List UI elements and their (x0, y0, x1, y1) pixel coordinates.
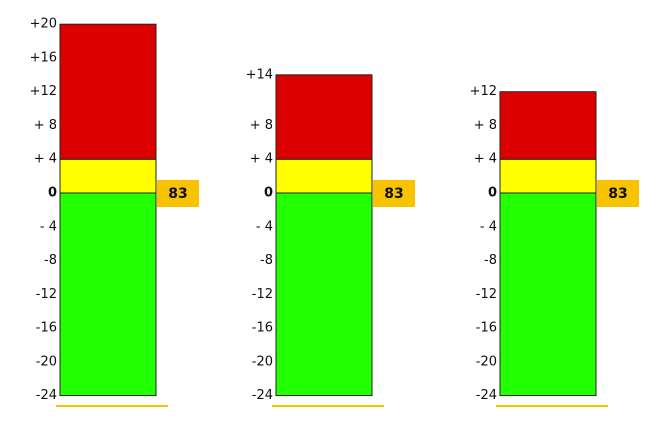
tick-label: 0 (488, 186, 497, 201)
tick-label: -16 (252, 321, 273, 336)
tick-label: +12 (30, 84, 57, 99)
tick-label: -16 (476, 321, 497, 336)
tick-label: -20 (36, 354, 57, 369)
meter-zone (499, 192, 597, 397)
tick-label: -12 (476, 287, 497, 302)
tick-label: + 8 (34, 118, 57, 133)
meter-zone (59, 192, 157, 397)
readout: 83 (384, 186, 403, 202)
tick-label: + 4 (474, 152, 497, 167)
tick-label: -8 (484, 253, 497, 268)
meter-zone (275, 158, 373, 194)
tick-label: + 4 (34, 152, 57, 167)
readout-box (157, 180, 199, 207)
meter-zone (499, 158, 597, 194)
readout-box (597, 180, 639, 207)
tick-label: 0 (264, 186, 273, 201)
meter-zone (59, 158, 157, 194)
tick-label: + 8 (250, 118, 273, 133)
tick-label: +20 (30, 17, 57, 32)
readout: 83 (168, 186, 187, 202)
tick-label: +16 (30, 50, 57, 65)
tick-label: -24 (476, 388, 497, 403)
tick-label: -24 (252, 388, 273, 403)
tick-label: -8 (260, 253, 273, 268)
readout: 83 (608, 186, 627, 202)
tick-label: -8 (44, 253, 57, 268)
meter-zone (275, 192, 373, 397)
readout-box (373, 180, 415, 207)
tick-label: -12 (36, 287, 57, 302)
tick-label: - 4 (40, 219, 57, 234)
tick-label: +14 (246, 67, 273, 82)
tick-label: -16 (36, 321, 57, 336)
tick-label: + 4 (250, 152, 273, 167)
meter-zone (499, 91, 597, 160)
tick-label: -12 (252, 287, 273, 302)
tick-label: +12 (470, 84, 497, 99)
meter-zone (275, 74, 373, 160)
tick-label: -20 (476, 354, 497, 369)
tick-label: + 8 (474, 118, 497, 133)
tick-label: 0 (48, 186, 57, 201)
tick-label: -20 (252, 354, 273, 369)
tick-label: - 4 (256, 219, 273, 234)
tick-label: - 4 (480, 219, 497, 234)
meter-zone (59, 23, 157, 160)
tick-label: -24 (36, 388, 57, 403)
